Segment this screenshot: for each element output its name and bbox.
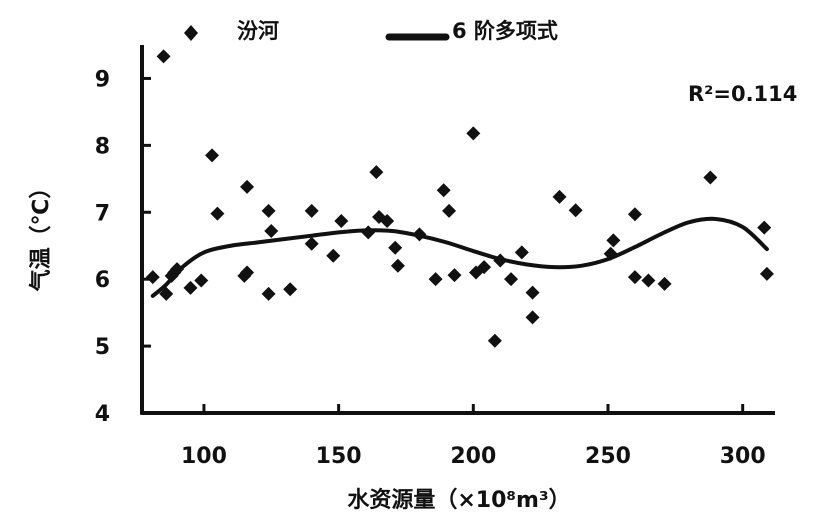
legend-diamond-marker [184, 25, 198, 41]
legend-trend-label: 6 阶多项式 [452, 19, 558, 43]
y-tick-label: 5 [95, 335, 110, 360]
data-point [261, 286, 276, 301]
r-squared-annotation: R²=0.114 [688, 82, 797, 106]
data-point [477, 260, 492, 275]
x-tick-label: 200 [450, 444, 496, 469]
data-point [504, 272, 519, 287]
data-point [304, 236, 319, 251]
y-tick-label: 6 [95, 268, 110, 293]
data-point [466, 126, 481, 141]
data-point [514, 245, 529, 260]
data-point [436, 183, 451, 198]
data-point [442, 203, 457, 218]
axes: 4 5 6 7 8 9 100 150 200 250 300 [95, 45, 775, 469]
data-point [412, 227, 427, 242]
data-point [210, 206, 225, 221]
x-tick-label: 150 [316, 444, 362, 469]
data-point [627, 270, 642, 285]
data-point [304, 203, 319, 218]
data-point [390, 258, 405, 273]
data-point [568, 203, 583, 218]
legend-scatter-label: 汾河 [237, 19, 279, 43]
data-point [194, 273, 209, 288]
data-point [170, 262, 185, 277]
data-point [361, 225, 376, 240]
data-point [603, 246, 618, 261]
y-tick-label: 8 [95, 134, 110, 159]
data-point [703, 170, 718, 185]
data-point [388, 240, 403, 255]
x-tick-label: 300 [720, 444, 766, 469]
data-point [334, 213, 349, 228]
y-tick-label: 9 [95, 67, 110, 92]
data-point [525, 285, 540, 300]
data-point [156, 49, 171, 64]
scatter-points [145, 49, 774, 348]
data-point [183, 280, 198, 295]
x-tick-label: 250 [585, 444, 631, 469]
legend: 汾河 6 阶多项式 [184, 19, 558, 43]
data-point [657, 276, 672, 291]
trend-line-layer [150, 216, 769, 298]
y-tick-label: 7 [95, 201, 110, 226]
y-tick-label: 4 [95, 402, 110, 427]
data-point [487, 333, 502, 348]
data-point [428, 272, 443, 287]
data-point [759, 266, 774, 281]
x-tick-label: 100 [181, 444, 227, 469]
data-point [369, 165, 384, 180]
data-point [380, 213, 395, 228]
y-axis-title: 气温（℃） [28, 177, 54, 293]
x-axis-title: 水资源量（×10⁸m³） [347, 488, 570, 513]
data-point [240, 265, 255, 280]
data-point [493, 253, 508, 268]
data-point [552, 189, 567, 204]
data-point [606, 233, 621, 248]
data-point [525, 310, 540, 325]
data-point [264, 224, 279, 239]
data-point [627, 207, 642, 222]
data-point [447, 268, 462, 283]
data-point [205, 148, 220, 163]
data-point [641, 273, 656, 288]
data-point [145, 270, 160, 285]
data-point [757, 220, 772, 235]
data-point [159, 286, 174, 301]
data-point [240, 179, 255, 194]
trend-line [150, 216, 769, 298]
data-point [283, 282, 298, 297]
data-point [261, 203, 276, 218]
data-point [326, 248, 341, 263]
